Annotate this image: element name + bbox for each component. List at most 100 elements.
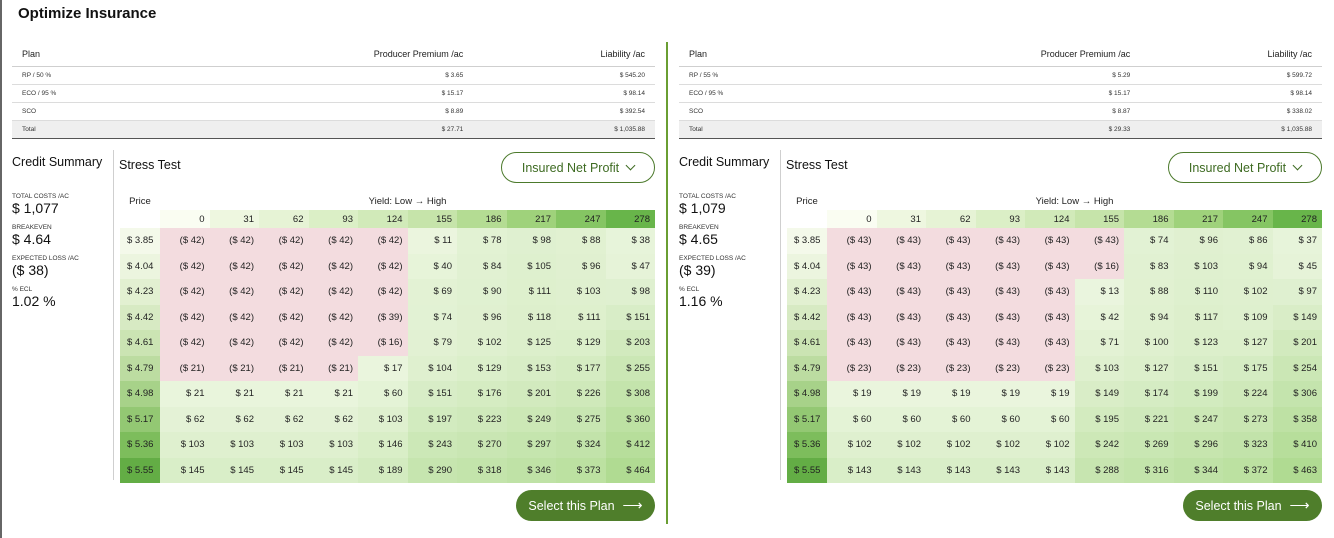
stress-cell: $ 71	[1074, 330, 1124, 356]
stress-cell: $ 129	[457, 355, 507, 381]
plan-row-total: Total $ 29.33 $ 1,035.88	[679, 120, 1322, 139]
stress-cell: ($ 21)	[259, 355, 309, 381]
select-plan-label: Select this Plan	[528, 498, 615, 513]
stress-cell: $ 21	[209, 381, 259, 407]
plan-panel-2: Plan Producer Premium /ac Liability /ac …	[679, 42, 1325, 532]
stress-cell: $ 21	[308, 381, 358, 407]
yield-axis-label: Yield: Low → High	[368, 195, 447, 207]
yield-header: 155	[1074, 210, 1124, 228]
price-header: $ 4.61	[120, 330, 160, 356]
plan-table-header-row: Plan Producer Premium /ac Liability /ac	[12, 42, 655, 67]
stress-cell: $ 176	[457, 381, 507, 407]
stress-cell: $ 123	[1173, 330, 1223, 356]
stress-cell: $ 143	[975, 457, 1025, 483]
stress-cell: $ 247	[1173, 406, 1223, 432]
metric-dropdown[interactable]: Insured Net Profit	[1168, 152, 1322, 183]
stress-cell: $ 290	[407, 457, 457, 483]
plan-row-eco: ECO / 95 % $ 15.17 $ 98.14	[12, 84, 655, 103]
plan-premium: $ 15.17	[831, 84, 1141, 103]
stress-cell: $ 102	[1025, 432, 1075, 458]
stress-cell: ($ 43)	[1025, 228, 1075, 254]
credit-separator	[113, 150, 114, 480]
stress-cell: $ 346	[506, 457, 556, 483]
stress-cell: ($ 43)	[926, 330, 976, 356]
stress-cell: ($ 43)	[876, 253, 926, 279]
stress-cell: $ 151	[605, 304, 655, 330]
stress-cell: $ 275	[556, 406, 606, 432]
stress-cell: ($ 43)	[876, 330, 926, 356]
stress-cell: ($ 42)	[259, 228, 309, 254]
metric-dropdown[interactable]: Insured Net Profit	[501, 152, 655, 183]
select-plan-button[interactable]: Select this Plan ⟶	[516, 490, 655, 521]
plan-name: ECO / 95 %	[12, 84, 165, 103]
stress-cell: ($ 42)	[358, 253, 408, 279]
stress-cell: $ 100	[1124, 330, 1174, 356]
ecl-label: % ECL	[12, 286, 33, 293]
plan-premium: $ 15.17	[164, 84, 474, 103]
stress-cell: ($ 42)	[308, 228, 358, 254]
price-header: $ 5.55	[787, 457, 827, 483]
stress-cell: $ 19	[827, 381, 877, 407]
plan-row-eco: ECO / 95 % $ 15.17 $ 98.14	[679, 84, 1322, 103]
plan-row-total: Total $ 27.71 $ 1,035.88	[12, 120, 655, 139]
stress-cell: ($ 42)	[259, 304, 309, 330]
stress-cell: $ 344	[1173, 457, 1223, 483]
stress-cell: $ 297	[506, 432, 556, 458]
plan-name: Total	[679, 120, 832, 139]
stress-cell: $ 201	[506, 381, 556, 407]
stress-cell: $ 318	[457, 457, 507, 483]
price-header: $ 5.36	[787, 432, 827, 458]
stress-cell: ($ 16)	[1074, 253, 1124, 279]
stress-cell: ($ 21)	[209, 355, 259, 381]
stress-cell: $ 103	[556, 279, 606, 305]
stress-cell: ($ 23)	[827, 355, 877, 381]
stress-cell: $ 118	[506, 304, 556, 330]
stress-cell: $ 249	[506, 406, 556, 432]
stress-cell: $ 74	[1124, 228, 1174, 254]
stress-cell: $ 19	[876, 381, 926, 407]
stress-cell: $ 254	[1272, 355, 1322, 381]
stress-cell: $ 149	[1074, 381, 1124, 407]
stress-cell: ($ 43)	[876, 228, 926, 254]
yield-header: 62	[926, 210, 976, 228]
stress-cell: ($ 42)	[259, 330, 309, 356]
stress-cell: ($ 42)	[209, 253, 259, 279]
stress-cell: $ 84	[457, 253, 507, 279]
plan-name: Total	[12, 120, 165, 139]
stress-cell: $ 199	[1173, 381, 1223, 407]
plan-premium: $ 8.89	[164, 102, 474, 121]
stress-cell: $ 96	[1173, 228, 1223, 254]
yield-header: 155	[407, 210, 457, 228]
stress-cell: ($ 23)	[926, 355, 976, 381]
price-header: $ 4.79	[787, 355, 827, 381]
stress-cell: ($ 42)	[308, 330, 358, 356]
stress-cell: ($ 42)	[160, 304, 210, 330]
panel-divider	[666, 42, 668, 524]
stress-cell: $ 38	[605, 228, 655, 254]
stress-cell: $ 195	[1074, 406, 1124, 432]
stress-cell: $ 145	[160, 457, 210, 483]
stress-cell: $ 306	[1272, 381, 1322, 407]
stress-cell: $ 60	[827, 406, 877, 432]
stress-cell: ($ 21)	[160, 355, 210, 381]
stress-cell: $ 83	[1124, 253, 1174, 279]
premium-column-header: Producer Premium /ac	[831, 42, 1141, 67]
stress-cell: $ 358	[1272, 406, 1322, 432]
stress-cell: ($ 23)	[876, 355, 926, 381]
stress-cell: ($ 43)	[975, 304, 1025, 330]
stress-cell: $ 143	[827, 457, 877, 483]
chevron-down-icon	[625, 160, 636, 171]
select-plan-button[interactable]: Select this Plan ⟶	[1183, 490, 1322, 521]
price-header: $ 4.23	[120, 279, 160, 305]
stress-cell: $ 221	[1124, 406, 1174, 432]
stress-cell: ($ 43)	[1025, 253, 1075, 279]
stress-cell: $ 146	[358, 432, 408, 458]
plan-name: SCO	[12, 102, 165, 121]
stress-cell: $ 19	[1025, 381, 1075, 407]
expected-loss-value: ($ 39)	[679, 262, 716, 278]
stress-cell: $ 69	[407, 279, 457, 305]
stress-cell: ($ 23)	[1025, 355, 1075, 381]
stress-cell: ($ 42)	[160, 279, 210, 305]
yield-header: 278	[605, 210, 655, 228]
stress-cell: $ 86	[1223, 228, 1273, 254]
